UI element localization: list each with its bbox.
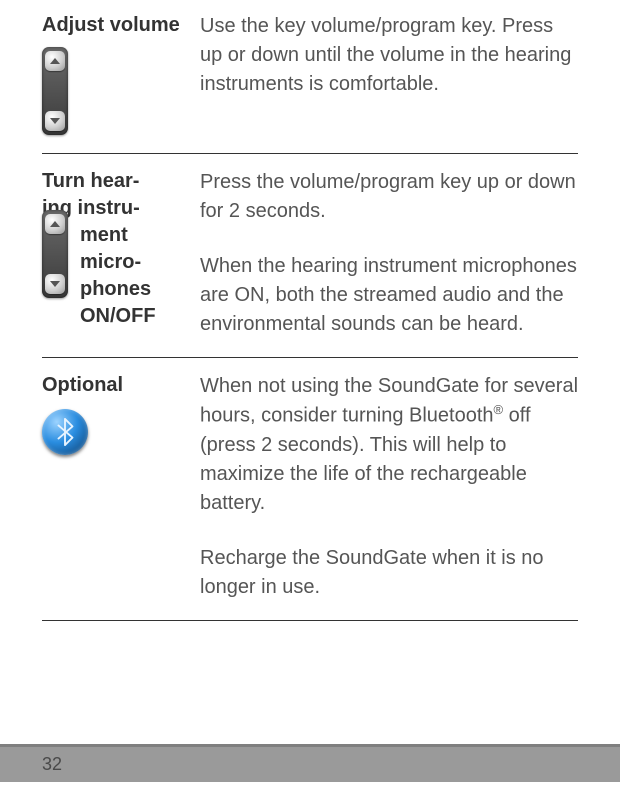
registered-mark: ®: [494, 402, 504, 417]
volume-rocker-icon: [42, 210, 68, 298]
row-optional: Optional When not using the SoundGate fo…: [42, 357, 578, 621]
row-left: Adjust volume: [42, 12, 200, 135]
desc-text: Use the key volume/program key. Press up…: [200, 12, 578, 99]
row-adjust-volume: Adjust volume Use the key volume/program…: [42, 8, 578, 153]
bluetooth-icon: [42, 409, 88, 455]
page: Adjust volume Use the key volume/program…: [0, 0, 620, 806]
row-desc: Use the key volume/program key. Press up…: [200, 12, 578, 135]
instruction-table: Adjust volume Use the key volume/program…: [0, 0, 620, 621]
desc-text: When not using the SoundGate for several…: [200, 372, 578, 518]
row-mic-onoff: Turn hear- ing instru- ment micro- phone…: [42, 153, 578, 357]
row-left: Optional: [42, 372, 200, 602]
row-heading: Adjust volume: [42, 12, 190, 39]
desc-text: When the hearing instrument microphones …: [200, 252, 578, 339]
footer-bar: 32: [0, 744, 620, 782]
row-heading: Optional: [42, 372, 190, 399]
heading-line: micro-: [80, 249, 190, 276]
heading-line: Turn hear-: [42, 168, 190, 195]
volume-up-icon: [45, 51, 65, 71]
heading-line: ON/OFF: [80, 303, 190, 330]
volume-up-icon: [45, 214, 65, 234]
row-left: Turn hear- ing instru- ment micro- phone…: [42, 168, 200, 339]
volume-rocker-icon: [42, 47, 68, 135]
volume-down-icon: [45, 111, 65, 131]
row-desc: Press the volume/program key up or down …: [200, 168, 578, 339]
heading-line: ment: [80, 222, 190, 249]
row-desc: When not using the SoundGate for several…: [200, 372, 578, 602]
desc-text: Press the volume/program key up or down …: [200, 168, 578, 226]
desc-text: Recharge the SoundGate when it is no lon…: [200, 544, 578, 602]
heading-line: phones: [80, 276, 190, 303]
page-number: 32: [42, 754, 62, 775]
volume-down-icon: [45, 274, 65, 294]
bluetooth-glyph-icon: [55, 418, 75, 446]
